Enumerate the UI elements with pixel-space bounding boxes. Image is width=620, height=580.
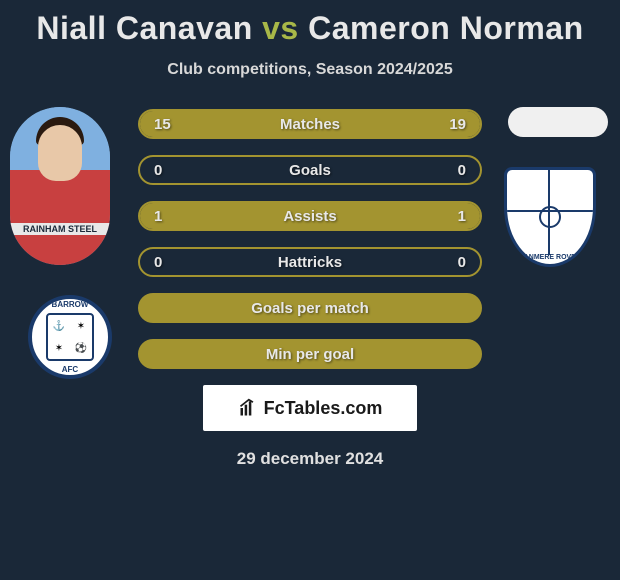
stat-row: 0 Hattricks 0 — [138, 247, 482, 277]
page-title: Niall Canavan vs Cameron Norman — [0, 0, 620, 47]
content-area: RAINHAM STEEL BARROW ⚓ ✶ ✶ ⚽ AFC — [0, 107, 620, 469]
badge-quadrant — [507, 170, 550, 212]
club1-name: BARROW — [32, 300, 108, 309]
stat-row: 1 Assists 1 — [138, 201, 482, 231]
badge-quadrant: ✶ — [48, 337, 70, 359]
stat-value-left: 0 — [154, 162, 162, 179]
badge-ball-icon — [539, 206, 561, 228]
player1-jersey-text: RAINHAM STEEL — [10, 223, 110, 235]
player1-photo-placeholder: RAINHAM STEEL — [10, 107, 110, 265]
stat-label: Min per goal — [266, 346, 354, 363]
stat-label: Matches — [280, 116, 340, 133]
badge-quadrant: ⚓ — [48, 315, 70, 337]
tranmere-badge-icon: TRANMERE ROVERS — [500, 167, 600, 267]
chart-icon — [238, 398, 258, 418]
footer-date: 29 december 2024 — [0, 449, 620, 469]
stat-value-left: 15 — [154, 116, 171, 133]
stat-label: Goals per match — [251, 300, 369, 317]
barrow-badge-icon: BARROW ⚓ ✶ ✶ ⚽ AFC — [20, 295, 120, 379]
stat-value-right: 1 — [458, 208, 466, 225]
title-player2: Cameron Norman — [308, 10, 584, 46]
stat-label: Assists — [283, 208, 336, 225]
badge-quadrant — [550, 170, 593, 212]
stat-value-left: 1 — [154, 208, 162, 225]
player1-photo: RAINHAM STEEL — [10, 107, 110, 265]
title-player1: Niall Canavan — [36, 10, 252, 46]
stat-row: Goals per match — [138, 293, 482, 323]
subtitle: Club competitions, Season 2024/2025 — [0, 61, 620, 79]
title-vs: vs — [262, 10, 299, 46]
badge-quadrant: ⚽ — [70, 337, 92, 359]
club1-badge: BARROW ⚓ ✶ ✶ ⚽ AFC — [20, 295, 120, 379]
player2-photo — [508, 107, 608, 137]
badge-quadrant: ✶ — [70, 315, 92, 337]
stat-value-left: 0 — [154, 254, 162, 271]
stat-row: 0 Goals 0 — [138, 155, 482, 185]
photo-head — [38, 125, 82, 181]
stat-value-right: 0 — [458, 162, 466, 179]
footer-brand-badge: FcTables.com — [203, 385, 417, 431]
stat-value-right: 19 — [449, 116, 466, 133]
stat-row: 15 Matches 19 — [138, 109, 482, 139]
stat-value-right: 0 — [458, 254, 466, 271]
club2-badge: TRANMERE ROVERS — [500, 167, 600, 267]
stat-label: Goals — [289, 162, 331, 179]
footer-brand-text: FcTables.com — [264, 398, 383, 419]
club1-sub: AFC — [32, 365, 108, 374]
stat-rows-container: 15 Matches 19 0 Goals 0 1 Assists 1 0 Hattricks 0 Go… — [138, 107, 482, 369]
stat-label: Hattricks — [278, 254, 342, 271]
stat-row: Min per goal — [138, 339, 482, 369]
club2-name: TRANMERE ROVERS — [507, 250, 593, 266]
